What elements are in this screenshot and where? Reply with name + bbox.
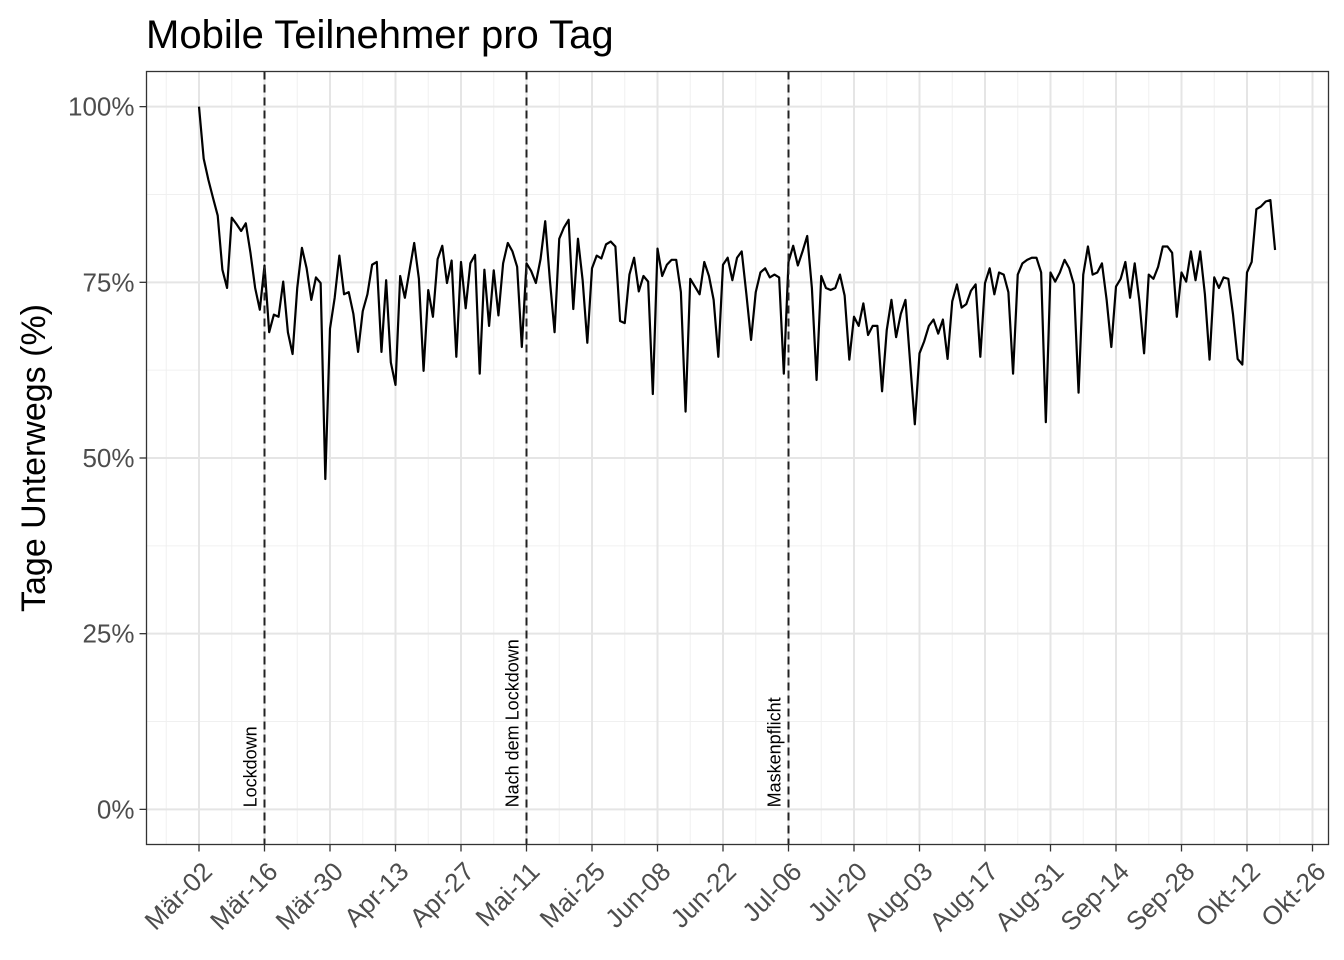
- x-tick-label: Aug-31: [989, 856, 1069, 936]
- x-tick-label: Mai-11: [469, 856, 545, 932]
- x-tick-label: Sep-14: [1054, 856, 1134, 936]
- plot-area: 0%25%50%75%100%Mär-02Mär-16Mär-30Apr-13A…: [68, 71, 1331, 937]
- x-tick-label: Mär-02: [139, 856, 218, 935]
- x-tick-label: Apr-13: [338, 856, 414, 932]
- x-tick-label: Sep-28: [1120, 856, 1200, 936]
- x-tick-label: Aug-03: [858, 856, 938, 936]
- event-label: Nach dem Lockdown: [503, 639, 523, 807]
- series-line: [197, 106, 1277, 481]
- x-tick-label: Mär-30: [270, 856, 349, 935]
- y-tick-label: 50%: [82, 443, 134, 473]
- y-tick-label: 0%: [97, 794, 135, 824]
- x-tick-label: Jun-08: [599, 856, 676, 933]
- x-tick-label: Mär-16: [204, 856, 283, 935]
- y-tick-label: 25%: [82, 619, 134, 649]
- x-tick-label: Okt-12: [1190, 856, 1266, 932]
- chart-title: Mobile Teilnehmer pro Tag: [146, 13, 614, 57]
- x-tick-label: Jul-06: [736, 856, 807, 927]
- x-tick-label: Jun-22: [665, 856, 742, 933]
- x-tick-label: Aug-17: [923, 856, 1003, 936]
- plot-border: [145, 70, 1330, 846]
- y-tick-label: 100%: [68, 92, 135, 122]
- event-label: Maskenpflicht: [765, 697, 785, 807]
- x-tick-label: Apr-27: [404, 856, 480, 932]
- y-axis-title: Tage Unterwegs (%): [15, 304, 53, 612]
- event-label: Lockdown: [241, 726, 261, 807]
- x-tick-label: Mai-25: [534, 856, 611, 933]
- x-tick-label: Okt-26: [1255, 856, 1331, 932]
- y-tick-label: 75%: [82, 267, 134, 297]
